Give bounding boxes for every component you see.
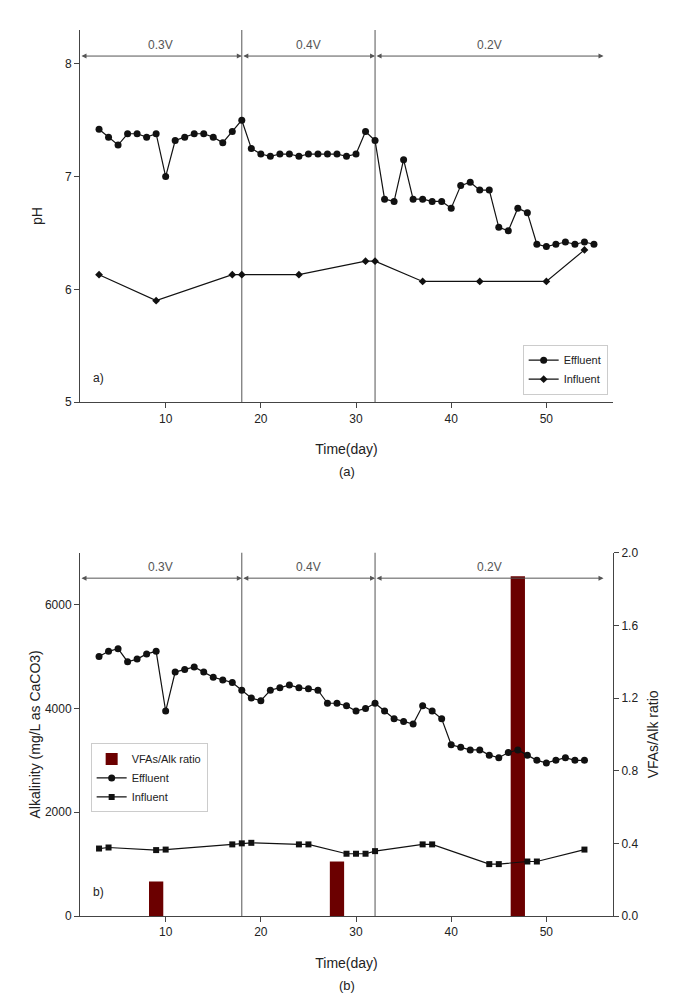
svg-text:0.2V: 0.2V: [477, 560, 502, 574]
svg-text:0.4V: 0.4V: [296, 560, 321, 574]
svg-text:40: 40: [445, 925, 459, 939]
svg-text:8: 8: [65, 57, 72, 71]
svg-text:10: 10: [159, 925, 173, 939]
svg-text:0.2V: 0.2V: [477, 38, 502, 52]
svg-text:1.2: 1.2: [621, 691, 638, 705]
svg-text:(a): (a): [339, 464, 355, 479]
svg-text:Alkalinity (mg/L as CaCO3): Alkalinity (mg/L as CaCO3): [27, 650, 43, 818]
svg-text:Time(day): Time(day): [315, 955, 378, 971]
svg-text:0.4: 0.4: [621, 837, 638, 851]
svg-text:0.8: 0.8: [621, 764, 638, 778]
svg-text:pH: pH: [29, 207, 45, 225]
svg-text:VFAs/Alk ratio: VFAs/Alk ratio: [132, 753, 201, 765]
svg-text:6000: 6000: [45, 598, 72, 612]
svg-text:Effluent: Effluent: [564, 354, 601, 366]
svg-text:a): a): [93, 371, 104, 385]
svg-text:(b): (b): [339, 978, 355, 993]
svg-text:0.3V: 0.3V: [148, 560, 173, 574]
svg-text:50: 50: [540, 412, 554, 426]
svg-text:7: 7: [65, 170, 72, 184]
svg-text:30: 30: [349, 412, 363, 426]
svg-text:Influent: Influent: [564, 373, 600, 385]
svg-text:0: 0: [65, 909, 72, 923]
svg-text:1.6: 1.6: [621, 619, 638, 633]
svg-text:6: 6: [65, 283, 72, 297]
svg-text:10: 10: [159, 412, 173, 426]
svg-text:0.4V: 0.4V: [296, 38, 321, 52]
svg-text:40: 40: [445, 412, 459, 426]
svg-text:5: 5: [65, 395, 72, 409]
svg-text:Effluent: Effluent: [132, 772, 169, 784]
svg-text:b): b): [93, 885, 104, 899]
svg-text:4000: 4000: [45, 702, 72, 716]
svg-text:20: 20: [254, 412, 268, 426]
svg-text:2.0: 2.0: [621, 546, 638, 560]
svg-text:20: 20: [254, 925, 268, 939]
svg-text:0.0: 0.0: [621, 909, 638, 923]
svg-text:0.3V: 0.3V: [148, 38, 173, 52]
svg-text:2000: 2000: [45, 805, 72, 819]
svg-text:50: 50: [540, 925, 554, 939]
svg-text:Influent: Influent: [132, 791, 168, 803]
svg-text:30: 30: [349, 925, 363, 939]
svg-text:VFAs/Alk ratio: VFAs/Alk ratio: [645, 690, 661, 778]
svg-text:Time(day): Time(day): [315, 441, 378, 457]
